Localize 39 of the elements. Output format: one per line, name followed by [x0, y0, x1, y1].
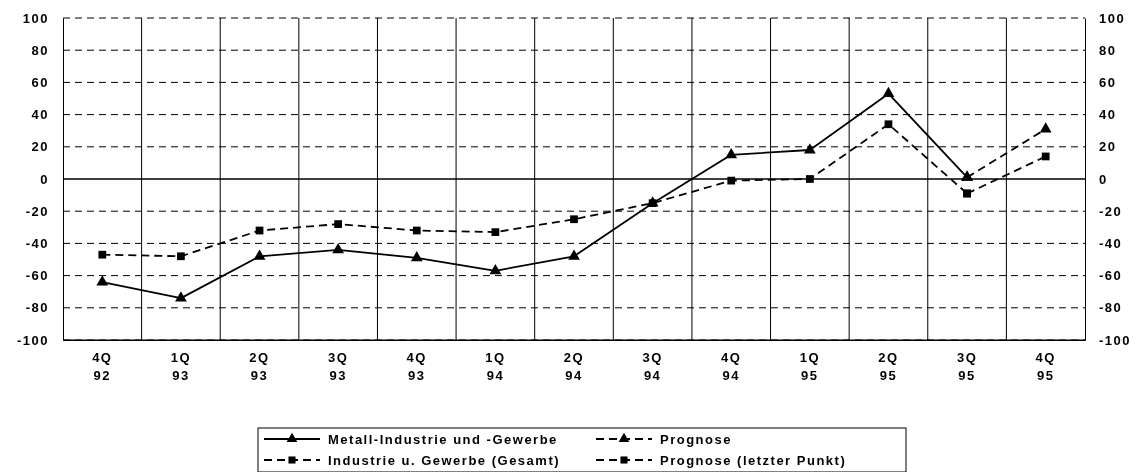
x-tick-label: 3Q 93: [327, 350, 349, 384]
y-tick-label: -60: [25, 268, 49, 284]
y-tick-label: 100: [22, 10, 49, 26]
y-tick-label: -80: [25, 300, 49, 316]
y2-tick-label: 20: [1099, 139, 1117, 155]
x-tick-label: 1Q 93: [170, 350, 192, 384]
y-tick-label: 20: [31, 139, 49, 155]
y-tick-label: 60: [31, 75, 49, 91]
y2-tick-label: -40: [1099, 236, 1123, 252]
x-tick-label: 2Q 95: [878, 350, 899, 384]
legend-label: Prognose (letzter Punkt): [660, 453, 847, 468]
y-tick-label: 40: [31, 107, 49, 123]
legend-label: Metall-Industrie und -Gewerbe: [328, 432, 558, 447]
x-tick-label: 3Q 95: [956, 350, 978, 384]
y2-tick-label: 40: [1099, 107, 1117, 123]
y-tick-label: -100: [16, 332, 49, 348]
y-tick-label: -40: [25, 236, 49, 252]
legend-label: Prognose: [660, 432, 732, 447]
x-tick-label: 1Q 95: [799, 350, 821, 384]
x-tick-label: 3Q 94: [642, 350, 663, 384]
x-tick-label: 2Q 93: [249, 350, 270, 384]
y2-tick-label: 0: [1099, 171, 1108, 187]
y2-tick-label: 100: [1099, 10, 1126, 26]
y2-tick-label: -60: [1099, 268, 1123, 284]
y-tick-label: 0: [40, 171, 49, 187]
x-tick-label: 4Q 92: [92, 350, 113, 384]
y2-tick-label: 60: [1099, 75, 1117, 91]
legend-label: Industrie u. Gewerbe (Gesamt): [328, 453, 561, 468]
y2-tick-label: 80: [1099, 42, 1117, 58]
x-tick-label: 2Q 94: [563, 350, 585, 384]
x-tick-label: 4Q 95: [1035, 350, 1056, 384]
y2-tick-label: -80: [1099, 300, 1123, 316]
x-tick-label: 1Q 94: [485, 350, 506, 384]
y2-tick-label: -100: [1099, 332, 1132, 348]
x-tick-label: 4Q 94: [721, 350, 742, 384]
y-tick-label: -20: [25, 203, 49, 219]
y2-tick-label: -20: [1099, 203, 1123, 219]
y-tick-label: 80: [31, 42, 49, 58]
x-tick-label: 4Q 93: [406, 350, 427, 384]
